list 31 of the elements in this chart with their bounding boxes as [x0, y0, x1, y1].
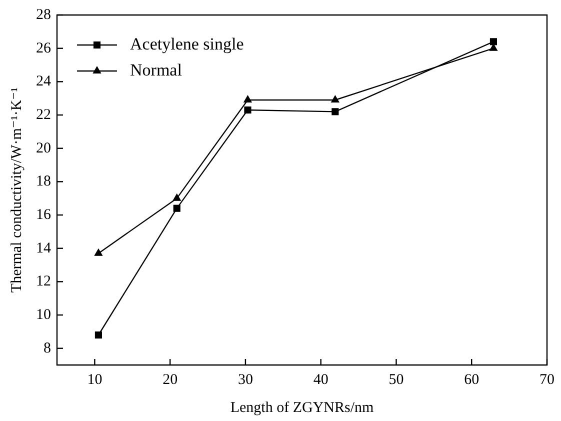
point	[490, 38, 498, 46]
y-tick-label: 26	[36, 40, 52, 56]
legend-label: Normal	[130, 60, 182, 80]
y-tick-label: 14	[36, 240, 52, 256]
x-tick-label: 30	[238, 372, 253, 388]
x-axis-title: Length of ZGYNRs/nm	[230, 400, 374, 416]
y-tick-label: 16	[36, 206, 52, 223]
point	[332, 108, 339, 116]
y-tick-label: 10	[36, 306, 51, 323]
x-tick-label: 10	[87, 372, 102, 388]
x-tick-label: 40	[313, 372, 328, 388]
x-tick-label: 20	[162, 372, 178, 388]
point	[243, 95, 252, 102]
point	[172, 193, 182, 201]
x-tick-label: 60	[464, 372, 480, 388]
point	[94, 331, 102, 339]
point	[330, 95, 340, 102]
x-tick-label: 70	[540, 372, 554, 388]
y-tick-label: 18	[36, 174, 51, 190]
y-tick-label: 20	[36, 140, 51, 156]
point	[244, 106, 252, 114]
y-tick-label: 8	[44, 340, 51, 356]
point	[173, 204, 180, 212]
y-axis-title: Thermal conductivity/W·m⁻¹·K⁻¹	[8, 87, 25, 293]
y-tick-label: 24	[36, 74, 52, 90]
legend-label: Acetylene single	[130, 34, 244, 54]
x-tick-label: 50	[388, 372, 404, 388]
y-tick-label: 12	[36, 274, 51, 290]
y-tick-label: 22	[36, 106, 51, 123]
y-tick-label: 28	[36, 6, 51, 23]
point	[94, 248, 103, 256]
